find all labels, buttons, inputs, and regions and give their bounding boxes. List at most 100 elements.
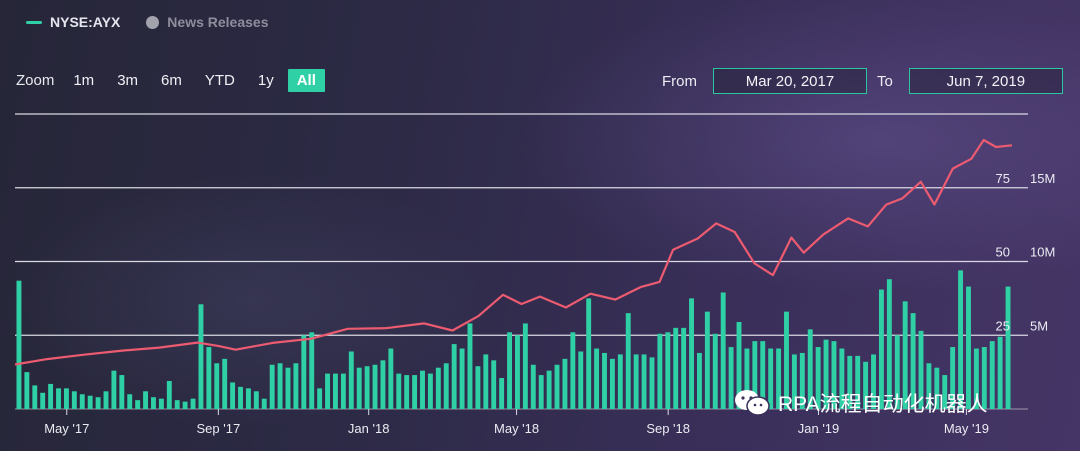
volume-bar: [119, 375, 125, 409]
volume-bar: [412, 375, 418, 409]
volume-bar: [863, 361, 869, 409]
volume-bar: [839, 348, 845, 409]
watermark: RPA流程自动化机器人: [734, 388, 988, 418]
volume-bar: [712, 333, 718, 409]
volume-bar: [831, 341, 837, 409]
volume-bar: [71, 391, 77, 409]
volume-bar: [475, 366, 481, 409]
volume-bar: [277, 363, 283, 409]
legend-item-news-releases[interactable]: News Releases: [146, 14, 268, 30]
volume-bar: [649, 357, 655, 409]
volume-bar: [934, 367, 940, 409]
zoom-all-button[interactable]: All: [287, 69, 325, 92]
x-tick-label: Jan '19: [798, 421, 840, 436]
volume-bar: [657, 333, 663, 409]
volume-bar: [728, 347, 734, 409]
volume-bar: [491, 360, 497, 409]
volume-bar: [499, 378, 505, 409]
volume-bar: [744, 348, 750, 409]
volume-bar: [348, 351, 354, 409]
volume-bar: [483, 354, 489, 409]
volume-bar: [356, 367, 362, 409]
volume-bar: [427, 373, 433, 409]
volume-bar: [776, 348, 782, 409]
volume-bar: [253, 391, 259, 409]
line-swatch-icon: [26, 20, 42, 24]
volume-bar: [546, 370, 552, 409]
volume-bar: [791, 354, 797, 409]
from-label: From: [662, 72, 697, 90]
volume-bar: [942, 375, 948, 409]
price-tick-label: 25: [996, 318, 1010, 333]
x-tick-label: Sep '18: [646, 421, 690, 436]
grid-layer: [15, 113, 1028, 410]
volume-bar: [40, 392, 46, 409]
volume-bar: [269, 364, 275, 409]
volume-bar: [451, 344, 457, 409]
from-date-input[interactable]: [713, 68, 867, 94]
volume-bar: [926, 363, 932, 409]
volume-bar: [823, 339, 829, 409]
volume-bar: [696, 352, 702, 409]
zoom-6m-button[interactable]: 6m: [161, 72, 182, 89]
chart-legend: NYSE:AYX News Releases: [26, 14, 268, 30]
price-tick-label: 75: [996, 171, 1010, 186]
volume-bar: [333, 373, 338, 409]
volume-bar: [609, 358, 615, 409]
volume-bar: [103, 391, 109, 409]
volume-bar: [704, 311, 710, 409]
volume-bar: [602, 352, 607, 409]
volume-bar: [847, 355, 853, 409]
volume-bar: [570, 332, 576, 409]
zoom-selector: Zoom 1m 3m 6m YTD 1y All: [16, 69, 330, 92]
zoom-label: Zoom: [16, 72, 55, 89]
volume-bar: [388, 348, 394, 409]
zoom-1y-button[interactable]: 1y: [257, 72, 274, 89]
volume-bar: [158, 398, 164, 409]
volume-bar: [507, 332, 512, 409]
volume-bar: [380, 360, 386, 409]
volume-bar: [420, 370, 425, 409]
volume-bar: [79, 394, 85, 409]
volume-bar: [230, 382, 236, 409]
volume-bar: [617, 354, 623, 409]
volume-bar: [238, 386, 243, 409]
volume-bar: [87, 395, 93, 409]
volume-bar: [214, 363, 220, 409]
zoom-ytd-button[interactable]: YTD: [204, 72, 235, 89]
volume-bar: [894, 335, 900, 409]
volume-bar: [641, 354, 647, 409]
volume-bar: [720, 292, 726, 409]
zoom-1m-button[interactable]: 1m: [73, 72, 95, 89]
volume-bar: [578, 351, 584, 409]
price-tick-label: 50: [996, 245, 1010, 260]
volume-bar: [855, 355, 861, 409]
volume-bar: [752, 341, 758, 409]
volume-bar: [206, 347, 212, 409]
to-label: To: [877, 72, 893, 90]
volume-bar: [902, 301, 908, 409]
legend-item-ayx[interactable]: NYSE:AYX: [26, 14, 120, 30]
volume-bar: [372, 364, 378, 409]
volume-bar: [768, 348, 774, 409]
volume-bar: [340, 373, 346, 409]
volume-bar: [111, 370, 117, 409]
zoom-3m-button[interactable]: 3m: [117, 72, 139, 89]
volume-bar: [32, 385, 38, 409]
volume-bar: [404, 375, 410, 409]
volume-bar: [633, 354, 639, 409]
x-tick-label: May '19: [944, 421, 989, 436]
volume-bar: [973, 348, 979, 409]
to-date-input[interactable]: [908, 68, 1063, 94]
volume-bar: [910, 313, 916, 409]
volume-bar: [807, 329, 813, 409]
volume-bar: [966, 286, 971, 409]
volume-bar: [950, 347, 956, 409]
volume-bar: [467, 323, 473, 409]
volume-tick-label: 15M: [1030, 171, 1055, 186]
volume-bar: [871, 354, 876, 409]
volume-bar: [190, 398, 196, 409]
volume-bar: [166, 380, 172, 409]
volume-bar: [222, 358, 228, 409]
volume-bar: [325, 373, 331, 409]
